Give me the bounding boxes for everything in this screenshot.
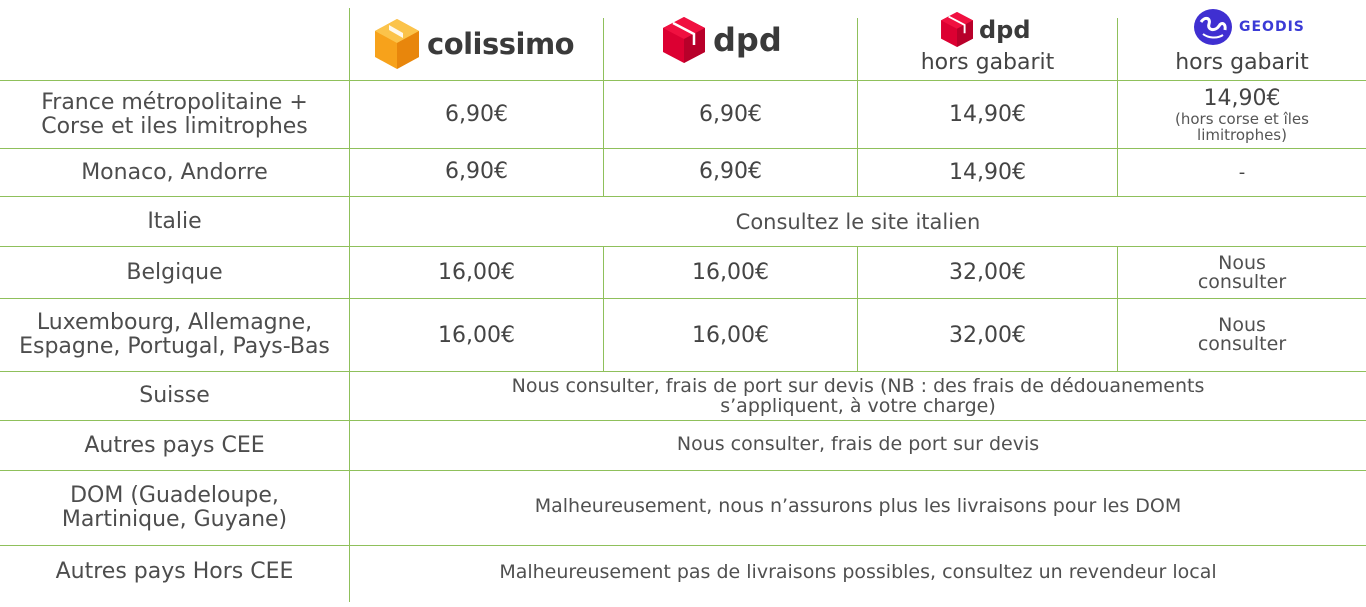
row-divider bbox=[0, 371, 1366, 372]
country-label: Espagne, Portugal, Pays-Bas bbox=[19, 334, 330, 359]
row-divider bbox=[0, 196, 1366, 197]
country-cell: Autres pays CEE bbox=[84, 432, 265, 458]
country-cell: Italie bbox=[147, 208, 202, 234]
country-cell: Monaco, Andorre bbox=[81, 159, 268, 185]
country-cell: France métropolitaine + Corse et iles li… bbox=[0, 81, 349, 148]
row-divider bbox=[0, 246, 1366, 247]
geodis-globe-icon bbox=[1194, 9, 1232, 45]
span-cell: Malheureusement, nous n’assurons plus le… bbox=[534, 495, 1182, 517]
price-cell: 14,90€ bbox=[949, 160, 1026, 185]
dpd-brand-label: dpd bbox=[713, 21, 782, 59]
price-cell: 6,90€ bbox=[445, 158, 508, 184]
price-value: consulter bbox=[1197, 270, 1287, 293]
price-cell: 16,00€ bbox=[692, 322, 769, 348]
price-cell: 16,00€ bbox=[438, 322, 515, 348]
price-value: consulter bbox=[1197, 333, 1287, 355]
row-divider bbox=[0, 470, 1366, 471]
column-divider bbox=[603, 18, 604, 196]
country-label: France métropolitaine + bbox=[41, 89, 308, 115]
country-cell: Suisse bbox=[139, 383, 210, 408]
country-label: DOM (Guadeloupe, bbox=[70, 483, 279, 508]
span-cell: Nous consulter, frais de port sur devis bbox=[676, 433, 1040, 455]
price-cell: 14,90€ bbox=[949, 102, 1026, 127]
price-note: (hors corse et îles bbox=[1175, 109, 1309, 128]
column-divider bbox=[349, 8, 350, 602]
price-value: Nous bbox=[1218, 251, 1266, 274]
price-cell: 32,00€ bbox=[949, 260, 1026, 285]
country-cell: Belgique bbox=[126, 259, 223, 285]
span-cell: Consultez le site italien bbox=[735, 209, 981, 234]
column-divider bbox=[603, 246, 604, 371]
row-divider bbox=[0, 80, 1366, 81]
column-divider bbox=[857, 18, 858, 196]
hors-gabarit-label: hors gabarit bbox=[1175, 50, 1309, 75]
price-value: 14,90€ bbox=[1203, 85, 1281, 111]
span-cell: Nous consulter, frais de port sur devis … bbox=[350, 372, 1366, 420]
dpd-logo: dpd bbox=[663, 17, 782, 63]
price-cell: 14,90€ (hors corse et îles limitrophes) bbox=[1118, 81, 1366, 148]
column-divider bbox=[1117, 246, 1118, 371]
country-label: Luxembourg, Allemagne, bbox=[36, 310, 313, 335]
span-cell: Malheureusement pas de livraisons possib… bbox=[499, 561, 1217, 583]
country-cell: Luxembourg, Allemagne, Espagne, Portugal… bbox=[0, 299, 349, 371]
price-cell: Nous consulter bbox=[1118, 247, 1366, 298]
price-cell: 6,90€ bbox=[445, 102, 508, 127]
dpd-hors-gabarit-logo: dpd bbox=[941, 12, 1031, 47]
price-cell: 6,90€ bbox=[699, 158, 762, 184]
column-divider bbox=[1117, 18, 1118, 196]
country-cell: DOM (Guadeloupe, Martinique, Guyane) bbox=[0, 471, 349, 545]
price-cell: 32,00€ bbox=[949, 322, 1026, 348]
country-label: Martinique, Guyane) bbox=[61, 507, 288, 532]
hors-gabarit-label: hors gabarit bbox=[920, 50, 1055, 75]
row-divider bbox=[0, 545, 1366, 546]
colissimo-brand-label: colissimo bbox=[427, 27, 575, 61]
row-divider bbox=[0, 298, 1366, 299]
price-cell: 6,90€ bbox=[699, 102, 762, 127]
price-note: limitrophes) bbox=[1197, 125, 1287, 144]
price-value: Nous bbox=[1218, 314, 1266, 336]
price-cell: Nous consulter bbox=[1118, 299, 1366, 371]
span-text: s’appliquent, à votre charge) bbox=[720, 395, 996, 417]
colissimo-logo: colissimo bbox=[375, 19, 575, 69]
country-label: Corse et iles limitrophes bbox=[41, 113, 308, 139]
colissimo-box-icon bbox=[375, 19, 419, 69]
geodis-logo: GEODIS bbox=[1193, 8, 1305, 46]
column-divider bbox=[857, 246, 858, 371]
dpd-cube-icon bbox=[941, 12, 973, 47]
price-cell: 16,00€ bbox=[692, 260, 769, 285]
row-divider bbox=[0, 420, 1366, 421]
geodis-brand-label: GEODIS bbox=[1239, 19, 1305, 35]
span-text: Nous consulter, frais de port sur devis … bbox=[511, 375, 1205, 397]
dpd-brand-label: dpd bbox=[979, 15, 1031, 44]
dpd-cube-icon bbox=[663, 17, 705, 63]
row-divider bbox=[0, 148, 1366, 149]
price-cell: - bbox=[1238, 162, 1246, 183]
price-cell: 16,00€ bbox=[438, 260, 515, 285]
country-cell: Autres pays Hors CEE bbox=[55, 559, 294, 584]
